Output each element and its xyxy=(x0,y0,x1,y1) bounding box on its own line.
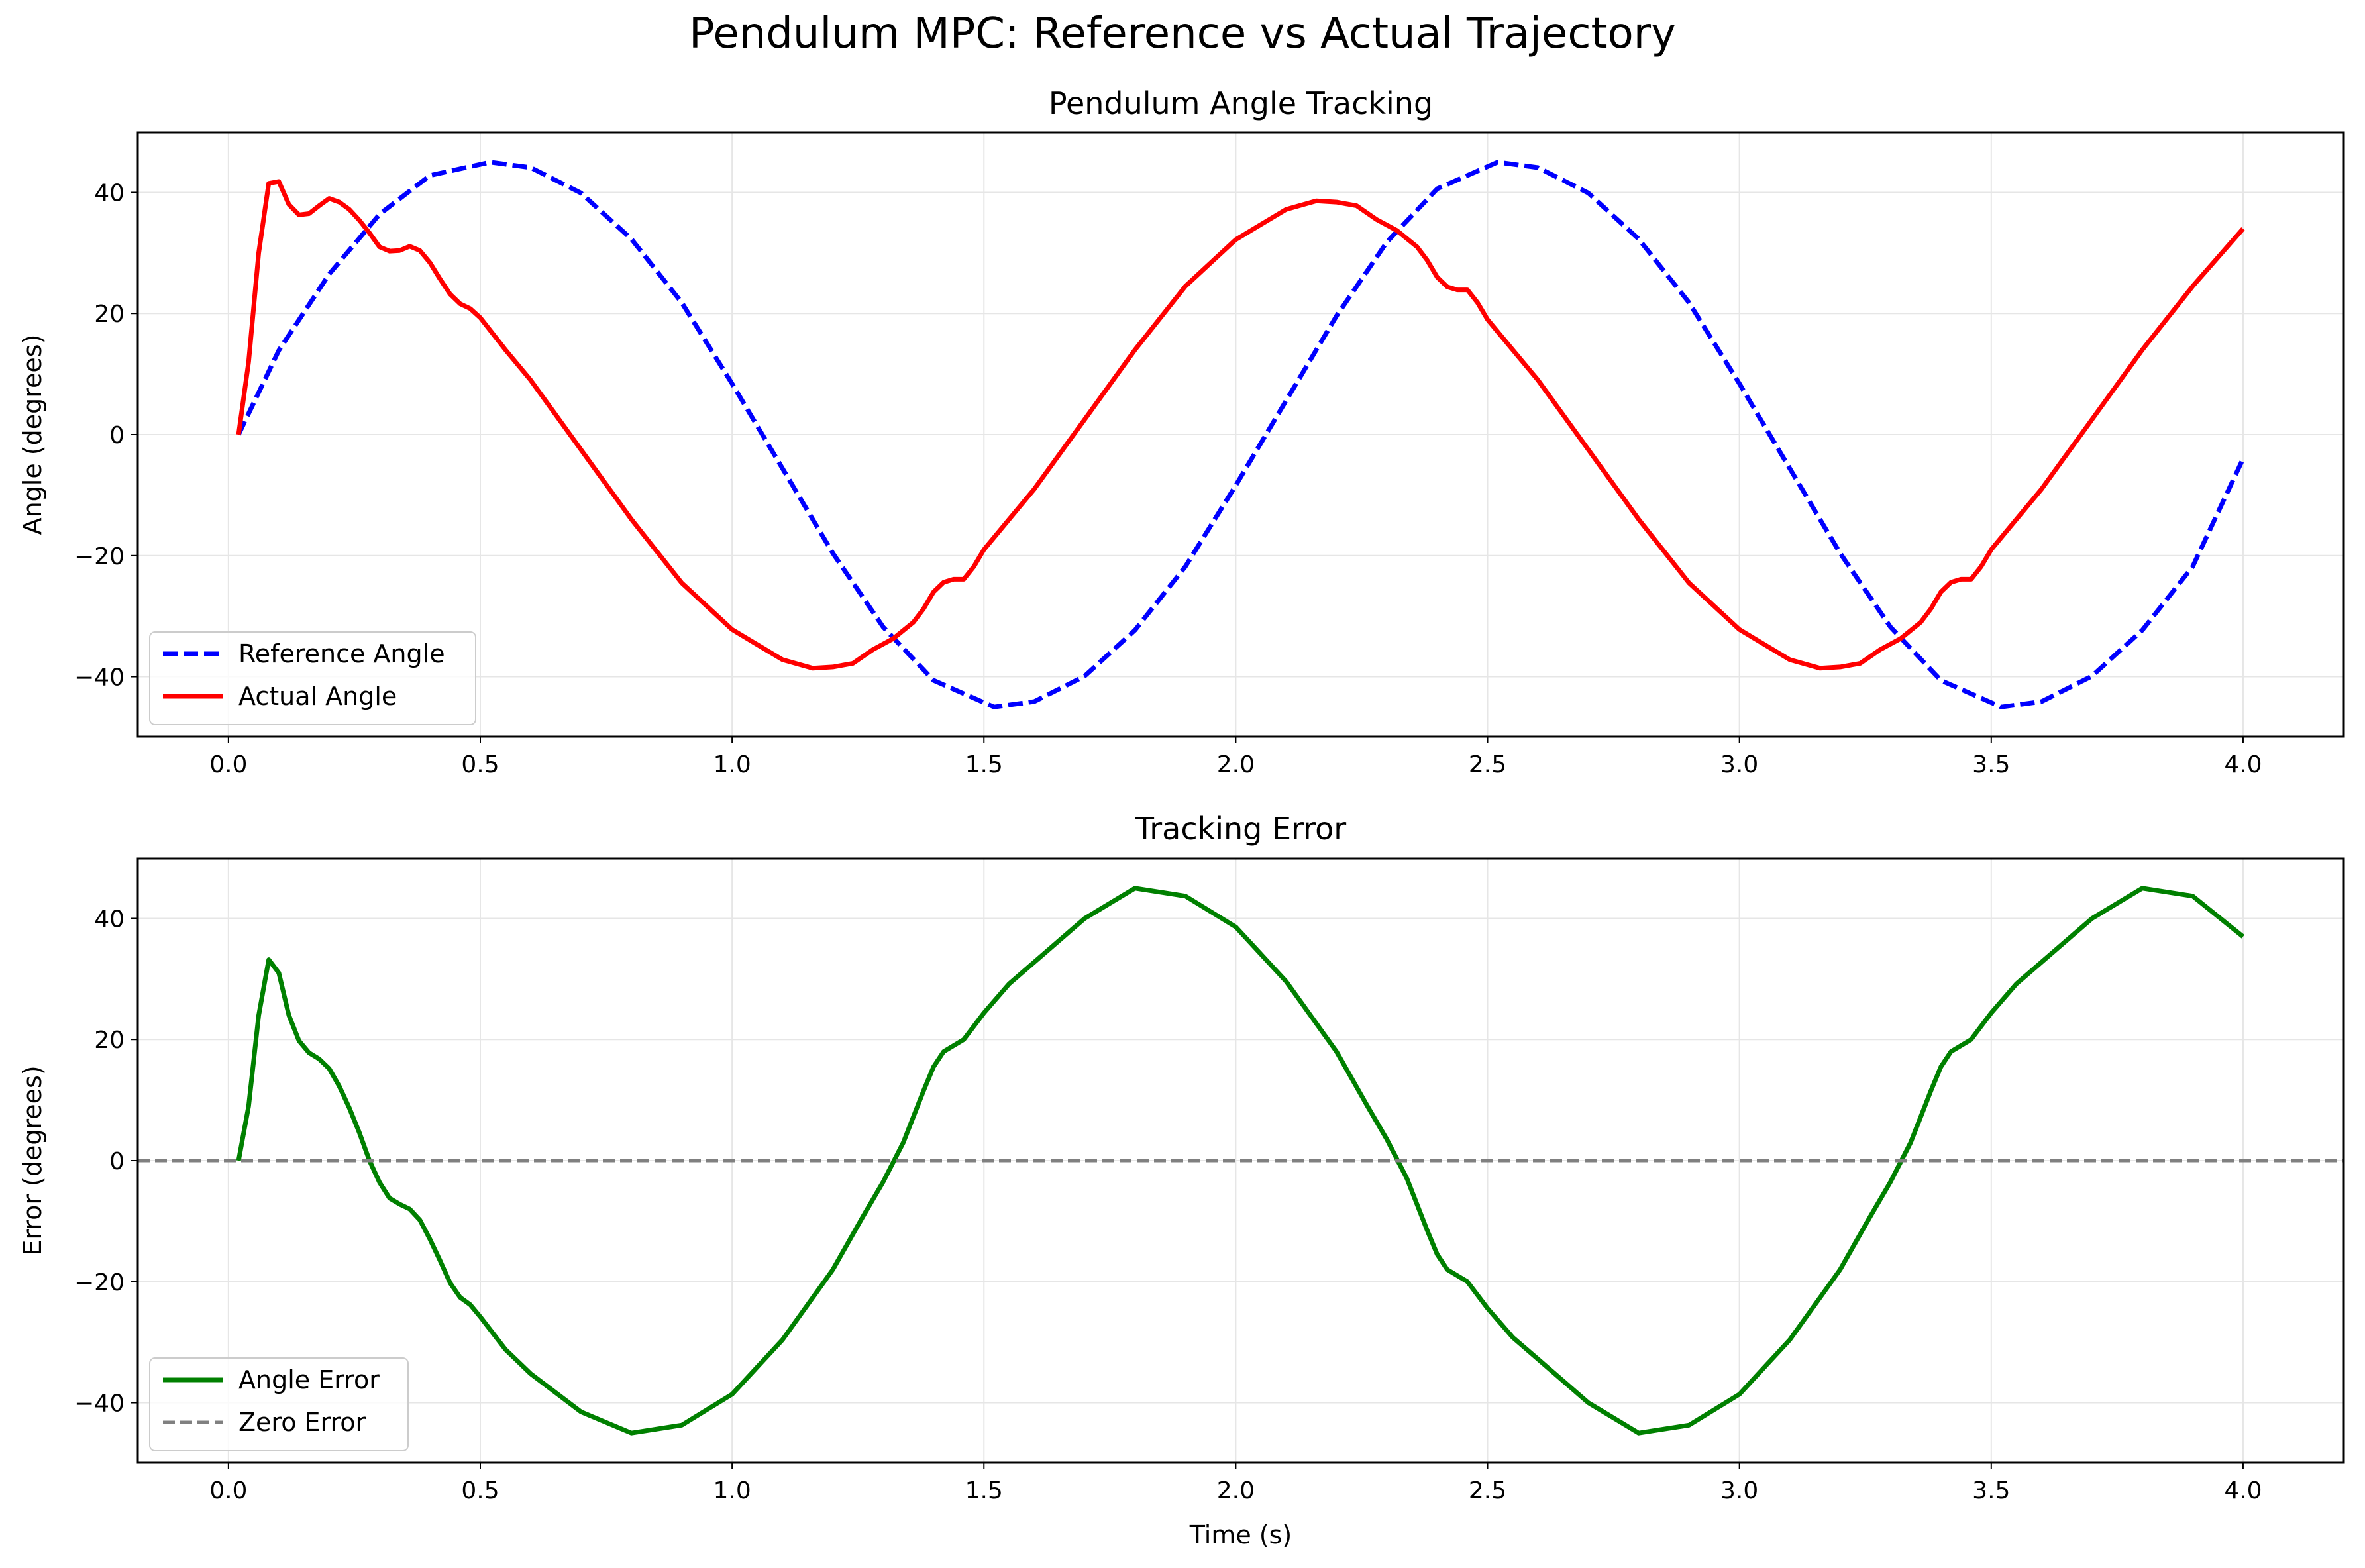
tracking-error-panel: Tracking Error Error (degrees) Time (s) … xyxy=(18,811,2345,1549)
error-x-tick-label: 2.5 xyxy=(1469,1477,1506,1504)
angle-y-tick-label: −20 xyxy=(74,543,125,570)
error-x-tick-label: 1.0 xyxy=(713,1477,751,1504)
error-x-tick-label: 2.0 xyxy=(1217,1477,1255,1504)
error-y-tick-label: −20 xyxy=(74,1269,125,1296)
error-panel-title: Tracking Error xyxy=(1135,811,1346,847)
angle-legend: Reference Angle Actual Angle xyxy=(149,631,476,725)
angle-y-tick-label: 40 xyxy=(94,180,125,207)
angle-x-tick-label: 3.0 xyxy=(1720,751,1758,778)
angle-y-tick-label: 0 xyxy=(109,422,125,449)
angle-plot-frame xyxy=(136,131,2345,738)
error-y-tick-label: −40 xyxy=(74,1390,125,1418)
legend-actual-label: Actual Angle xyxy=(238,682,397,711)
error-x-tick-label: 3.0 xyxy=(1720,1477,1758,1504)
angle-x-tick-label: 0.0 xyxy=(209,751,247,778)
legend-zero-error-label: Zero Error xyxy=(238,1408,366,1437)
angle-tracking-panel: Pendulum Angle Tracking Angle (degrees) … xyxy=(18,85,2345,778)
error-series-angle-error-line xyxy=(236,886,2245,1436)
angle-x-tick-label: 1.0 xyxy=(713,751,751,778)
error-x-tick-label: 1.5 xyxy=(965,1477,1003,1504)
angle-x-tick-label: 0.5 xyxy=(461,751,499,778)
error-x-tick-label: 4.0 xyxy=(2224,1477,2262,1504)
angle-y-tick-label: 20 xyxy=(94,301,125,328)
error-x-tick-label: 0.5 xyxy=(461,1477,499,1504)
legend-reference-label: Reference Angle xyxy=(238,639,445,668)
angle-x-tick-label: 1.5 xyxy=(965,751,1003,778)
error-legend: Angle Error Zero Error xyxy=(149,1357,409,1451)
error-y-tick-label: 20 xyxy=(94,1027,125,1054)
angle-grid xyxy=(138,132,2344,737)
error-y-axis-label: Error (degrees) xyxy=(18,1065,47,1255)
error-x-axis-label: Time (s) xyxy=(1189,1520,1292,1549)
angle-x-tick-label: 4.0 xyxy=(2224,751,2262,778)
figure-title: Pendulum MPC: Reference vs Actual Trajec… xyxy=(689,9,1676,58)
angle-series-reference-angle-line xyxy=(236,160,2246,709)
angle-series-actual-angle-line xyxy=(236,179,2245,671)
angle-legend-box xyxy=(149,631,476,725)
error-x-tick-label: 0.0 xyxy=(209,1477,247,1504)
angle-series-lines xyxy=(236,160,2246,709)
error-series-lines xyxy=(138,886,2344,1436)
angle-x-tick-label: 2.5 xyxy=(1469,751,1506,778)
angle-x-tick-label: 2.0 xyxy=(1217,751,1255,778)
error-plot-frame xyxy=(136,857,2345,1464)
error-ticks: 0.0 0.5 1.0 1.5 2.0 2.5 3.0 3.5 4.0 −40 −20 0 20 40 xyxy=(74,906,2262,1504)
error-y-tick-label: 40 xyxy=(94,906,125,933)
angle-y-tick-label: −40 xyxy=(74,664,125,692)
angle-x-tick-label: 3.5 xyxy=(1972,751,2010,778)
angle-panel-title: Pendulum Angle Tracking xyxy=(1049,85,1433,121)
angle-ticks: 0.0 0.5 1.0 1.5 2.0 2.5 3.0 3.5 4.0 −40 −20 0 20 40 xyxy=(74,180,2262,778)
angle-y-axis-label: Angle (degrees) xyxy=(18,335,47,535)
error-x-tick-label: 3.5 xyxy=(1972,1477,2010,1504)
error-y-tick-label: 0 xyxy=(109,1148,125,1175)
legend-angle-error-label: Angle Error xyxy=(238,1365,380,1394)
